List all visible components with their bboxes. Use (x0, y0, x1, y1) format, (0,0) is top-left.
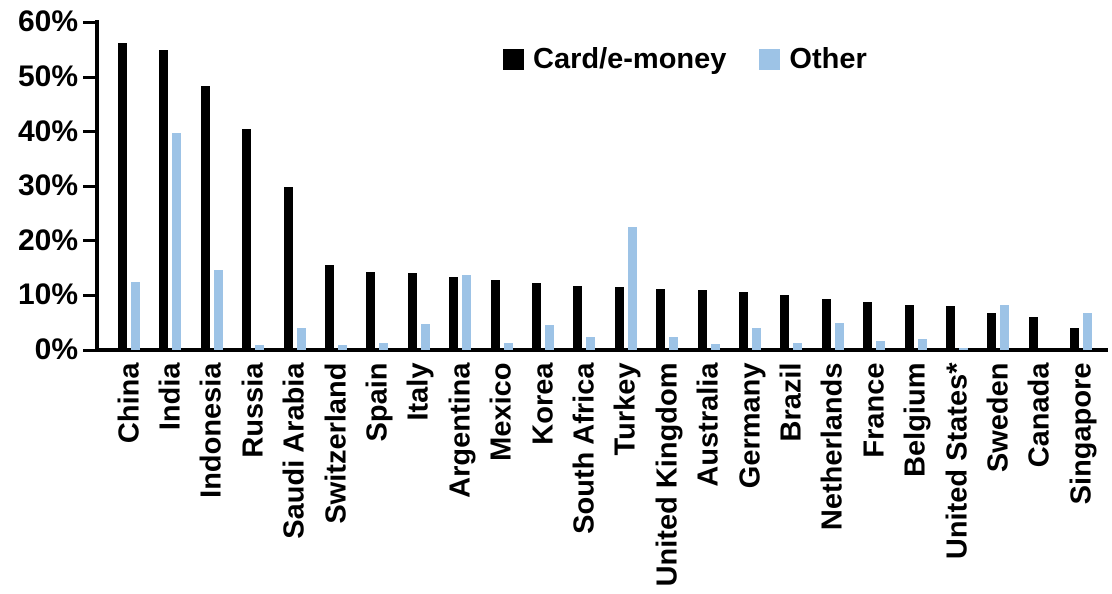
bar-card-e-money-canada (1028, 316, 1038, 350)
x-axis-label-mexico: Mexico (485, 362, 518, 461)
x-axis-label-switzerland: Switzerland (320, 362, 352, 524)
bar-other-russia (255, 344, 265, 350)
legend: Card/e-money Other (503, 44, 867, 74)
bar-other-argentina (462, 274, 472, 350)
bar-other-india (172, 132, 182, 350)
y-axis-label-10: 10% (17, 278, 78, 312)
bar-card-e-money-turkey (614, 286, 624, 350)
y-axis-tick-20 (83, 239, 95, 243)
bar-other-belgium (917, 338, 927, 350)
x-axis-label-russia: Russia (237, 362, 270, 458)
bar-other-australia (710, 343, 720, 350)
bar-card-e-money-spain (366, 271, 376, 350)
y-axis-tick-30 (83, 184, 95, 188)
y-axis-label-40: 40% (17, 114, 78, 148)
bar-card-e-money-saudi-arabia (283, 186, 293, 350)
y-axis-label-0: 0% (34, 333, 78, 366)
bar-other-united-kingdom (669, 336, 679, 350)
bar-card-e-money-korea (532, 283, 541, 350)
bar-other-mexico (503, 342, 513, 350)
y-axis-label-50: 50% (17, 60, 78, 93)
y-axis-line (95, 20, 99, 352)
bar-other-united-states (959, 347, 968, 350)
bar-other-spain (379, 343, 389, 350)
bar-card-e-money-netherlands (821, 299, 831, 350)
bar-card-e-money-italy (407, 273, 417, 350)
bar-other-south-africa (586, 336, 596, 350)
legend-swatch-other (759, 48, 781, 70)
bar-card-e-money-france (863, 302, 873, 350)
bar-other-netherlands (834, 323, 844, 350)
bar-other-brazil (793, 343, 803, 350)
y-axis-tick-10 (83, 293, 95, 297)
bar-other-turkey (627, 227, 637, 350)
x-axis-label-indonesia: Indonesia (195, 362, 228, 498)
bar-card-e-money-sweden (987, 313, 997, 350)
x-axis-label-belgium: Belgium (899, 362, 932, 477)
bar-card-e-money-indonesia (200, 85, 210, 350)
x-axis-label-italy: Italy (402, 362, 435, 421)
bar-other-italy (420, 324, 430, 350)
bar-other-sweden (1000, 305, 1010, 350)
x-axis-label-spain: Spain (361, 362, 394, 441)
bar-card-e-money-belgium (904, 304, 914, 350)
y-axis-tick-60 (83, 20, 95, 24)
bar-card-e-money-china (118, 43, 127, 350)
x-axis-label-south-africa: South Africa (568, 362, 601, 534)
legend-label-card-e-money: Card/e-money (533, 43, 727, 75)
bar-other-china (131, 282, 140, 350)
bar-card-e-money-brazil (780, 295, 790, 350)
bar-other-saudi-arabia (296, 327, 306, 350)
bar-card-e-money-argentina (449, 276, 459, 350)
bar-card-e-money-australia (697, 290, 707, 350)
x-axis-label-united-kingdom: United Kingdom (651, 362, 684, 586)
x-axis-label-india: India (154, 362, 187, 430)
x-axis-label-argentina: Argentina (444, 362, 477, 498)
bar-other-germany (752, 328, 761, 350)
legend-label-other: Other (789, 43, 867, 75)
x-axis-label-china: China (113, 362, 145, 443)
x-axis-label-singapore: Singapore (1065, 362, 1098, 504)
bar-card-e-money-united-states (946, 306, 955, 350)
bar-other-switzerland (338, 345, 347, 350)
x-axis-label-australia: Australia (692, 362, 725, 487)
x-axis-label-sweden: Sweden (982, 362, 1015, 472)
x-axis-label-brazil: Brazil (775, 362, 808, 441)
bar-other-france (876, 341, 886, 350)
bar-card-e-money-switzerland (325, 264, 334, 350)
y-axis-label-20: 20% (17, 223, 78, 257)
y-axis-tick-50 (83, 75, 95, 79)
bar-card-e-money-germany (739, 291, 748, 350)
x-axis-label-canada: Canada (1023, 362, 1056, 467)
bar-card-e-money-india (159, 49, 169, 350)
x-axis-label-united-states: United States* (941, 362, 973, 559)
x-axis-label-germany: Germany (734, 362, 766, 488)
bar-card-e-money-russia (242, 128, 252, 350)
y-axis-label-60: 60% (17, 5, 78, 39)
x-axis-line (95, 348, 1108, 352)
x-axis-label-france: France (858, 362, 891, 458)
y-axis-tick-0 (83, 348, 95, 352)
bar-card-e-money-mexico (490, 279, 500, 350)
x-axis-label-turkey: Turkey (609, 362, 642, 455)
x-axis-label-korea: Korea (527, 362, 559, 445)
x-axis-label-netherlands: Netherlands (816, 362, 849, 530)
y-axis-tick-40 (83, 130, 95, 134)
bar-card-e-money-south-africa (573, 286, 583, 350)
x-axis-label-saudi-arabia: Saudi Arabia (278, 362, 311, 539)
legend-swatch-card-e-money (503, 48, 524, 70)
bar-card-e-money-singapore (1070, 328, 1080, 350)
bar-other-indonesia (213, 270, 223, 350)
bar-card-e-money-united-kingdom (656, 289, 666, 350)
y-axis-label-30: 30% (17, 169, 78, 203)
bar-other-korea (545, 324, 554, 350)
bar-other-singapore (1083, 312, 1093, 350)
